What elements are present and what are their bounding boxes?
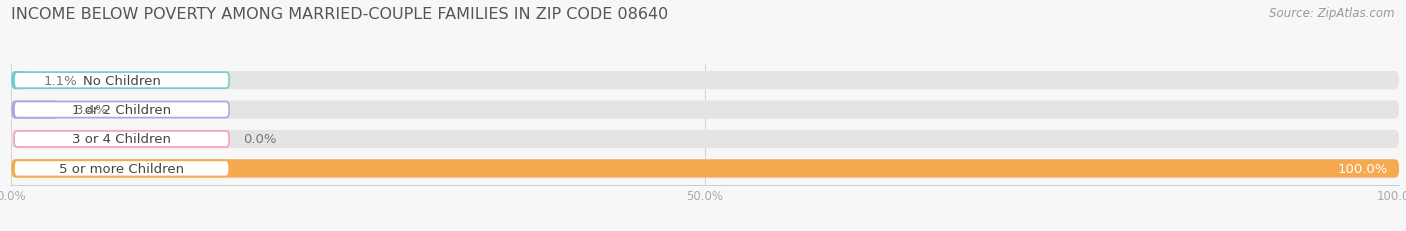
Text: INCOME BELOW POVERTY AMONG MARRIED-COUPLE FAMILIES IN ZIP CODE 08640: INCOME BELOW POVERTY AMONG MARRIED-COUPL… bbox=[11, 7, 668, 22]
FancyBboxPatch shape bbox=[11, 101, 1399, 119]
Text: 1 or 2 Children: 1 or 2 Children bbox=[72, 104, 172, 117]
FancyBboxPatch shape bbox=[14, 161, 229, 177]
FancyBboxPatch shape bbox=[11, 160, 1399, 178]
Text: 0.0%: 0.0% bbox=[243, 133, 277, 146]
FancyBboxPatch shape bbox=[11, 130, 1399, 149]
Text: No Children: No Children bbox=[83, 74, 160, 87]
Text: 1.1%: 1.1% bbox=[44, 74, 77, 87]
FancyBboxPatch shape bbox=[11, 72, 27, 90]
FancyBboxPatch shape bbox=[11, 160, 1399, 178]
Text: 100.0%: 100.0% bbox=[1337, 162, 1388, 175]
Text: Source: ZipAtlas.com: Source: ZipAtlas.com bbox=[1270, 7, 1395, 20]
FancyBboxPatch shape bbox=[11, 101, 59, 119]
Text: 5 or more Children: 5 or more Children bbox=[59, 162, 184, 175]
FancyBboxPatch shape bbox=[14, 131, 229, 147]
FancyBboxPatch shape bbox=[14, 102, 229, 118]
Text: 3 or 4 Children: 3 or 4 Children bbox=[72, 133, 172, 146]
FancyBboxPatch shape bbox=[14, 73, 229, 89]
Text: 3.4%: 3.4% bbox=[75, 104, 108, 117]
FancyBboxPatch shape bbox=[11, 72, 1399, 90]
